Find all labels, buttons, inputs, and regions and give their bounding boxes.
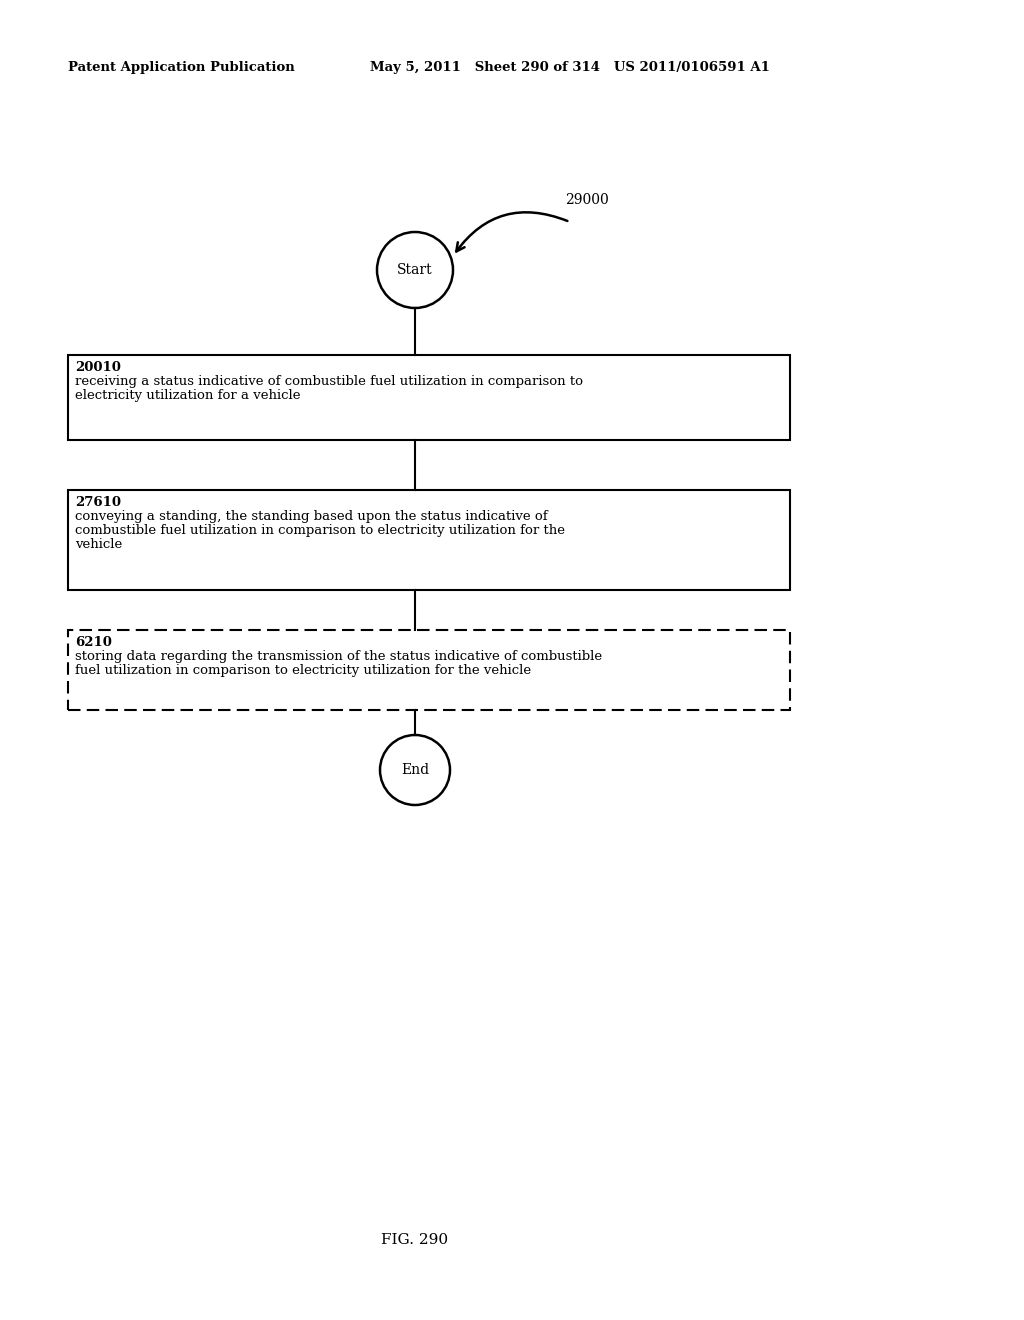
Text: receiving a status indicative of combustible fuel utilization in comparison to: receiving a status indicative of combust… — [75, 375, 583, 388]
Text: Start: Start — [397, 263, 433, 277]
Text: conveying a standing, the standing based upon the status indicative of: conveying a standing, the standing based… — [75, 510, 548, 523]
Text: 29000: 29000 — [565, 193, 608, 207]
Text: vehicle: vehicle — [75, 539, 122, 550]
Text: electricity utilization for a vehicle: electricity utilization for a vehicle — [75, 389, 300, 403]
Text: May 5, 2011   Sheet 290 of 314   US 2011/0106591 A1: May 5, 2011 Sheet 290 of 314 US 2011/010… — [370, 62, 770, 74]
Bar — [68, 630, 790, 710]
Text: 20010: 20010 — [75, 360, 121, 374]
Text: storing data regarding the transmission of the status indicative of combustible: storing data regarding the transmission … — [75, 649, 602, 663]
Text: 27610: 27610 — [75, 496, 121, 510]
Text: fuel utilization in comparison to electricity utilization for the vehicle: fuel utilization in comparison to electr… — [75, 664, 531, 677]
Text: combustible fuel utilization in comparison to electricity utilization for the: combustible fuel utilization in comparis… — [75, 524, 565, 537]
Text: 6210: 6210 — [75, 636, 112, 649]
Bar — [68, 355, 790, 440]
Text: End: End — [401, 763, 429, 777]
Text: FIG. 290: FIG. 290 — [381, 1233, 449, 1247]
Text: Patent Application Publication: Patent Application Publication — [68, 62, 295, 74]
Bar — [68, 490, 790, 590]
